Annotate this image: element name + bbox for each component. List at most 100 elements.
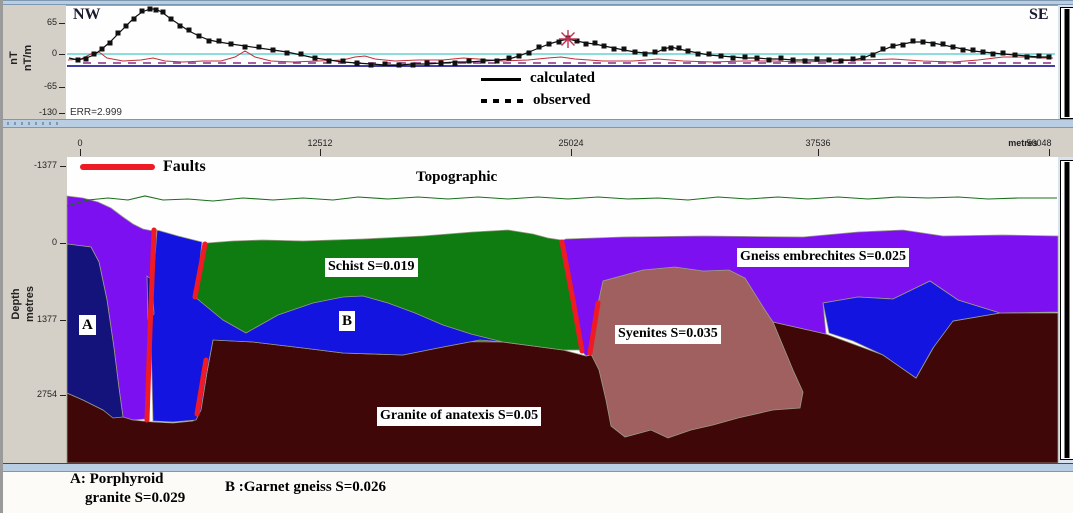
observed-point: [754, 55, 760, 61]
observed-point: [1036, 53, 1042, 59]
observed-point: [695, 51, 701, 57]
fault-line: [144, 227, 157, 423]
observed-point: [601, 43, 607, 49]
observed-point: [123, 23, 129, 29]
y-tick-mark: [59, 23, 65, 24]
observed-point: [685, 48, 691, 54]
observed-point: [516, 53, 522, 59]
observed-point: [270, 47, 276, 53]
legend-calculated-line: [481, 78, 521, 81]
observed-point: [778, 55, 784, 61]
profile-scale-slider[interactable]: [1060, 7, 1073, 119]
observed-point: [466, 58, 472, 64]
distance-tick-label: 37536: [805, 138, 831, 148]
profile-plot-area: [66, 5, 1058, 120]
fault-line: [194, 357, 209, 417]
se-label: SE: [1029, 6, 1049, 23]
observed-point: [661, 46, 667, 52]
topographic-line: [66, 195, 1057, 207]
caption-B: B :Garnet gneiss S=0.026: [225, 479, 387, 495]
caption-A-line1: A: Porphyroid: [70, 471, 164, 487]
observed-point: [930, 41, 936, 47]
observed-point: [526, 50, 532, 56]
observed-point: [206, 38, 212, 44]
calculated-curve: [68, 8, 1049, 66]
caption-area: [3, 472, 1073, 513]
section-y-axis-gutter: [3, 157, 67, 472]
distance-tick-mark: [80, 149, 81, 156]
observed-point: [668, 45, 674, 51]
section-slider-handle[interactable]: [1064, 162, 1070, 458]
profile-slider-handle[interactable]: [1064, 9, 1070, 117]
observed-point: [766, 57, 772, 63]
observed-point: [632, 49, 638, 55]
geologic-cross-section: [66, 195, 1059, 464]
region-label: Syenites S=0.035: [615, 325, 721, 344]
observed-point: [1012, 52, 1018, 58]
observed-point: [621, 46, 627, 52]
observed-point: [860, 55, 866, 61]
observed-point: [410, 62, 416, 68]
observed-point: [354, 60, 360, 66]
depth-tick-label: 2754: [36, 389, 57, 399]
error-readout: ERR=2.999: [70, 107, 122, 118]
faults-legend-label: Faults: [163, 158, 206, 175]
observed-point: [900, 42, 906, 48]
observed-point: [480, 58, 486, 64]
observed-point: [676, 45, 682, 51]
observed-point: [75, 57, 81, 63]
fault-line: [192, 241, 208, 300]
region-garnet-gneiss-blob: [822, 280, 1001, 379]
observed-point: [718, 53, 724, 59]
observed-point: [438, 60, 444, 66]
observed-point: [556, 39, 562, 45]
observed-point: [642, 51, 648, 57]
x-axis-unit-label: metres: [1008, 138, 1038, 148]
legend-observed-line: [481, 99, 523, 103]
distance-tick-mark: [571, 149, 572, 156]
observed-point: [583, 41, 589, 47]
observed-point: [706, 51, 712, 57]
observed-point: [950, 44, 956, 50]
distance-tick-label: 25024: [558, 138, 584, 148]
observed-point: [1024, 54, 1030, 60]
observed-point: [91, 51, 97, 57]
distance-tick-mark: [1049, 149, 1050, 156]
observed-point: [536, 44, 542, 50]
observed-point: [920, 39, 926, 45]
profile-y-axis-title: nT nT/m: [8, 44, 35, 72]
observed-point: [850, 56, 856, 62]
observed-point: [940, 41, 946, 47]
observed-point: [396, 62, 402, 68]
observed-point: [574, 38, 580, 44]
depth-tick-mark: [60, 243, 66, 244]
magnetic-profile-chart: [67, 6, 1055, 68]
y-tick-label: 0: [51, 48, 57, 58]
panel-splitter[interactable]: [3, 119, 1073, 128]
distance-tick-mark: [818, 149, 819, 156]
observed-point: [382, 61, 388, 67]
topographic-label: Topographic: [416, 169, 498, 185]
observed-point: [1046, 54, 1052, 60]
depth-tick-mark: [60, 395, 66, 396]
observed-point: [326, 58, 332, 64]
observed-point: [730, 55, 736, 61]
observed-point: [242, 44, 248, 50]
observed-point: [826, 57, 832, 63]
depth-tick-label: 0: [51, 237, 57, 247]
observed-point: [890, 43, 896, 49]
observed-point: [980, 49, 986, 55]
x-axis-last-value: 50048: [1026, 138, 1052, 148]
observed-point: [802, 58, 808, 64]
observed-point: [546, 41, 552, 47]
observed-point: [83, 56, 89, 62]
fault-line: [559, 239, 585, 354]
window-top-edge: [3, 0, 1073, 5]
section-scale-slider[interactable]: [1060, 160, 1073, 460]
depth-tick-mark: [60, 320, 66, 321]
caption-A-line2: granite S=0.029: [85, 490, 186, 506]
observed-point: [177, 23, 183, 29]
section-bottom-edge: [3, 463, 1073, 472]
observed-point: [960, 47, 966, 53]
